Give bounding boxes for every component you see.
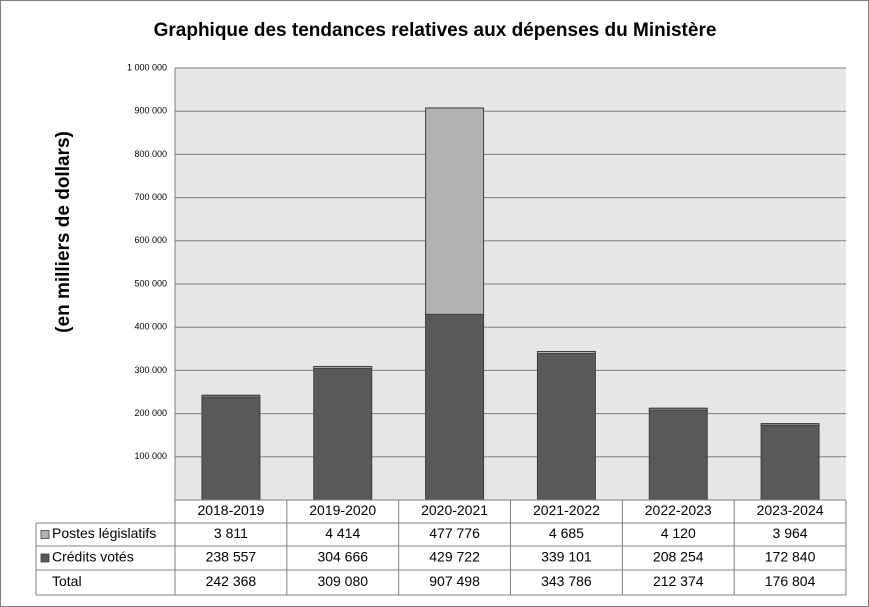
table-value: 339 101	[541, 549, 592, 565]
bar-segment	[201, 396, 261, 501]
x-tick-label: 2019-2020	[309, 502, 376, 518]
table-value: 172 840	[765, 549, 816, 565]
legend-label: Postes législatifs	[52, 525, 156, 541]
table-value: 242 368	[206, 573, 257, 589]
table-value: 429 722	[429, 549, 480, 565]
legend-label: Crédits votés	[52, 549, 134, 565]
table-value: 304 666	[317, 549, 368, 565]
table-value: 4 120	[661, 525, 696, 541]
x-tick-label: 2020-2021	[421, 502, 488, 518]
y-tick-label: 300 000	[134, 365, 167, 375]
table-value: 477 776	[429, 525, 480, 541]
y-tick-label: 100 000	[134, 451, 167, 461]
y-tick-label: 400 000	[134, 322, 167, 332]
table-value: 208 254	[653, 549, 704, 565]
legend-key	[40, 553, 50, 563]
table-value: 212 374	[653, 573, 704, 589]
y-tick-label: 700 000	[134, 192, 167, 202]
y-tick-label: 800 000	[134, 149, 167, 159]
x-tick-label: 2021-2022	[533, 502, 600, 518]
table-value: 309 080	[317, 573, 368, 589]
bar-segment	[536, 353, 596, 501]
y-axis-label: (en milliers de dollars)	[53, 131, 74, 333]
y-tick-label: 1 000 000	[127, 62, 167, 72]
table-value: 3 964	[773, 525, 808, 541]
table-value: 4 414	[325, 525, 360, 541]
bar-segment	[760, 424, 820, 501]
bar-segment	[425, 313, 485, 501]
bar-segment	[425, 107, 485, 315]
bar-segment	[313, 367, 373, 501]
chart-title: Graphique des tendances relatives aux dé…	[154, 20, 717, 41]
table-value: 3 811	[214, 525, 248, 541]
x-tick-label: 2018-2019	[197, 502, 264, 518]
bar-segment	[648, 409, 708, 501]
y-tick-label: 500 000	[134, 278, 167, 288]
y-tick-label: 900 000	[134, 106, 167, 116]
legend-key	[40, 530, 50, 539]
y-tick-label: 200 000	[134, 408, 167, 418]
x-tick-label: 2022-2023	[645, 502, 712, 518]
legend-label: Total	[52, 573, 82, 589]
table-value: 4 685	[549, 525, 584, 541]
table-value: 238 557	[206, 549, 257, 565]
table-value: 343 786	[541, 573, 592, 589]
y-tick-label: 600 000	[134, 235, 167, 245]
table-value: 176 804	[765, 573, 816, 589]
x-tick-label: 2023-2024	[757, 502, 824, 518]
table-value: 907 498	[429, 573, 480, 589]
